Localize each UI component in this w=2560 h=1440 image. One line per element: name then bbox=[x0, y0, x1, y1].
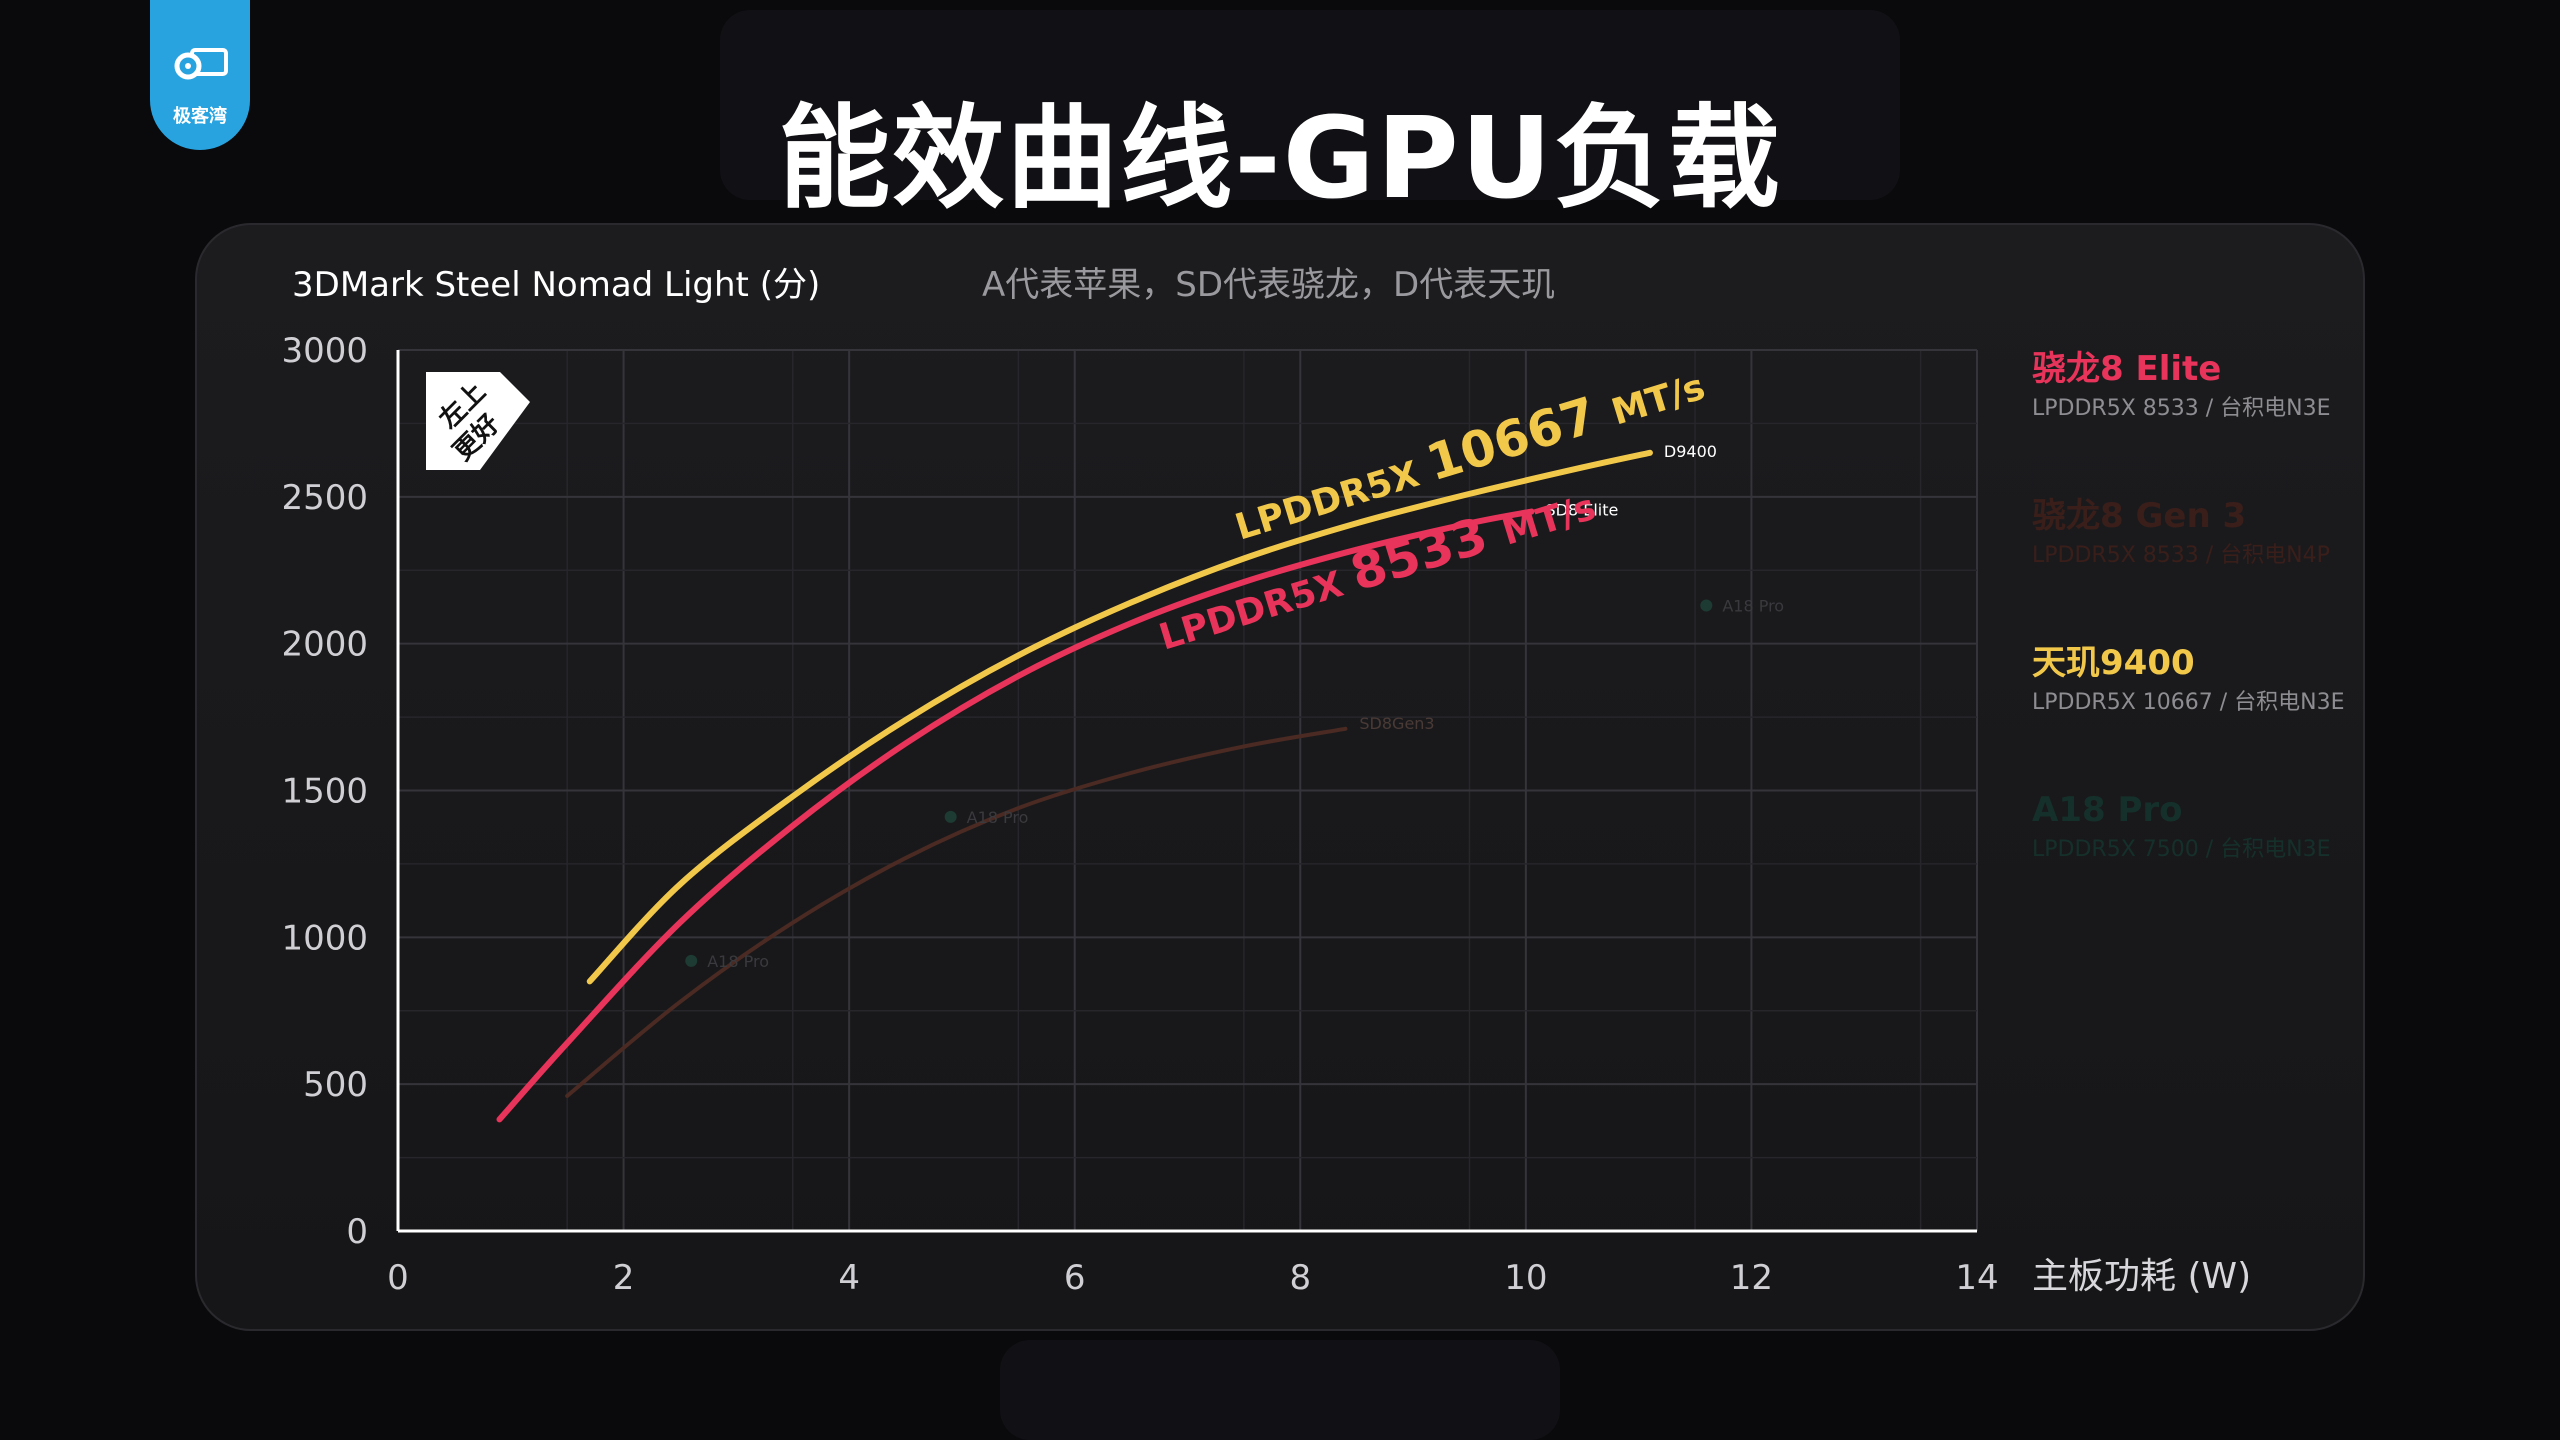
data-point bbox=[944, 810, 957, 823]
y-tick-label: 1000 bbox=[281, 918, 368, 958]
y-axis-label: 3DMark Steel Nomad Light (分) bbox=[292, 265, 820, 305]
chart-panel bbox=[195, 223, 2365, 1331]
series-end-label: SD8 Elite bbox=[1545, 501, 1618, 520]
y-tick-label: 2000 bbox=[281, 625, 368, 665]
legend-item-name: 骁龙8 Elite bbox=[2032, 349, 2221, 389]
brand-logo: 极客湾 bbox=[150, 0, 250, 150]
tick-labels: 0 2 4 6 8 10 12 14 0 500 1000 1500 2000 2500 3000 bbox=[281, 331, 1998, 1298]
y-tick-label: 3000 bbox=[281, 331, 368, 371]
data-point-label: A18 Pro bbox=[967, 808, 1029, 827]
x-tick-label: 10 bbox=[1504, 1258, 1547, 1298]
legend-item-detail: LPDDR5X 7500 / 台积电N3E bbox=[2032, 837, 2331, 862]
data-point bbox=[1700, 599, 1713, 612]
x-tick-label: 8 bbox=[1289, 1258, 1311, 1298]
x-tick-label: 0 bbox=[387, 1258, 409, 1298]
page-title: 能效曲线-GPU负载 bbox=[778, 94, 1782, 224]
legend-item-name: 天玑9400 bbox=[2032, 643, 2195, 683]
y-tick-label: 0 bbox=[346, 1212, 368, 1252]
legend-item-name: A18 Pro bbox=[2032, 790, 2183, 830]
grid-lines bbox=[398, 349, 1978, 1231]
points-layer: A18 Pro A18 Pro A18 Pro bbox=[685, 596, 1784, 971]
data-point bbox=[685, 954, 698, 967]
data-point-label: A18 Pro bbox=[707, 952, 769, 971]
legend-item-detail: LPDDR5X 8533 / 台积电N4P bbox=[2032, 543, 2330, 568]
legend-item-detail: LPDDR5X 10667 / 台积电N3E bbox=[2032, 690, 2345, 715]
series-layer: D9400 SD8 Elite SD8Gen3 bbox=[496, 442, 1717, 1123]
series-end-label: D9400 bbox=[1664, 442, 1717, 461]
x-tick-label: 4 bbox=[838, 1258, 860, 1298]
x-axis-label: 主板功耗 (W) bbox=[2032, 1256, 2251, 1297]
legend-item-name: 骁龙8 Gen 3 bbox=[2032, 496, 2246, 536]
y-tick-label: 2500 bbox=[281, 478, 368, 518]
x-tick-label: 2 bbox=[613, 1258, 635, 1298]
x-tick-label: 14 bbox=[1955, 1258, 1998, 1298]
series-line bbox=[586, 449, 1653, 985]
series-end-label: SD8Gen3 bbox=[1359, 714, 1434, 733]
y-tick-label: 1500 bbox=[281, 772, 368, 812]
y-tick-label: 500 bbox=[303, 1065, 368, 1105]
chart-subtitle: A代表苹果，SD代表骁龙，D代表天玑 bbox=[982, 265, 1555, 305]
background-panel-top bbox=[720, 10, 1900, 200]
legend-item-detail: LPDDR5X 8533 / 台积电N3E bbox=[2032, 396, 2331, 421]
legend: 骁龙8 Elite LPDDR5X 8533 / 台积电N3E 骁龙8 Gen 3 L… bbox=[2032, 349, 2345, 862]
axes bbox=[396, 350, 1977, 1233]
logo-text: 极客湾 bbox=[173, 106, 227, 127]
x-tick-label: 6 bbox=[1064, 1258, 1086, 1298]
gear-gpu-icon bbox=[174, 48, 228, 80]
data-point-label: A18 Pro bbox=[1722, 596, 1784, 615]
x-tick-label: 12 bbox=[1730, 1258, 1773, 1298]
background-panel-bottom bbox=[1000, 1340, 1560, 1440]
series-line bbox=[565, 726, 1348, 1098]
series-line bbox=[496, 508, 1535, 1123]
badge-shape bbox=[426, 372, 530, 470]
